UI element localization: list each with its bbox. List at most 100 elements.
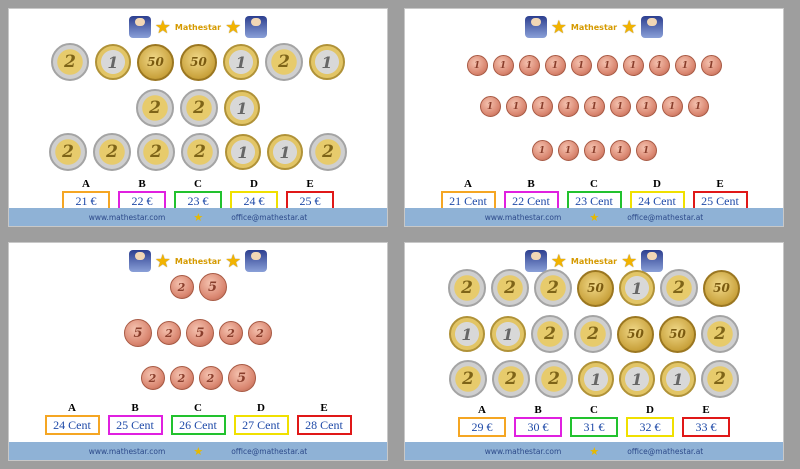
panel-footer: www.mathestar.com ★ office@mathestar.at [405, 208, 783, 226]
answer-option-d[interactable]: D 24 € [230, 178, 278, 211]
panel-header: ★ Mathestar ★ [405, 249, 783, 273]
one-cent-coin-icon: 1 [505, 96, 527, 117]
one-euro-coin-icon: 1 [224, 90, 260, 126]
two-euro-coin-icon: 2 [181, 133, 219, 171]
panel-footer: www.mathestar.com ★ office@mathestar.at [9, 442, 387, 460]
email-link[interactable]: office@mathestar.at [231, 446, 308, 456]
two-euro-coin-icon: 2 [701, 360, 739, 398]
one-cent-coin-icon: 1 [635, 96, 657, 117]
answer-option-d[interactable]: D 24 Cent [629, 178, 685, 211]
two-euro-coin-icon: 2 [309, 133, 347, 171]
fifty-cent-coin-icon: 50 [659, 315, 696, 353]
one-cent-coin-icon: 1 [661, 96, 683, 117]
one-cent-coin-icon: 1 [687, 96, 709, 117]
website-link[interactable]: www.mathestar.com [484, 446, 562, 456]
email-link[interactable]: office@mathestar.at [627, 212, 704, 222]
answer-option-a[interactable]: A 21 Cent [440, 178, 496, 211]
answer-option-d[interactable]: D 27 Cent [233, 402, 289, 435]
one-cent-coin-icon: 1 [635, 140, 657, 161]
mascot-icon [245, 16, 268, 38]
website-link[interactable]: www.mathestar.com [484, 212, 562, 222]
answer-option-d[interactable]: D 32 € [626, 404, 674, 437]
star-icon: ★ [225, 17, 242, 37]
star-icon: ★ [193, 445, 204, 458]
panel-footer: www.mathestar.com ★ office@mathestar.at [9, 208, 387, 226]
answer-value: 29 € [458, 417, 506, 437]
one-euro-coin-icon: 1 [95, 44, 131, 80]
coin-row: 2 1 50 50 1 2 1 [9, 43, 387, 81]
two-euro-coin-icon: 2 [492, 360, 530, 398]
two-euro-coin-icon: 2 [660, 269, 698, 307]
answer-option-b[interactable]: B 22 € [118, 178, 166, 211]
answer-option-e[interactable]: E 28 Cent [296, 402, 352, 435]
answer-letter: A [68, 402, 76, 414]
five-cent-coin-icon: 5 [186, 319, 214, 347]
answer-option-c[interactable]: C 23 € [174, 178, 222, 211]
five-cent-coin-icon: 5 [198, 273, 227, 301]
two-euro-coin-icon: 2 [449, 360, 487, 398]
two-cent-coin-icon: 2 [219, 321, 243, 345]
star-icon: ★ [589, 211, 600, 224]
answer-option-a[interactable]: A 24 Cent [44, 402, 100, 435]
answer-option-b[interactable]: B 22 Cent [503, 178, 559, 211]
one-cent-coin-icon: 1 [479, 96, 501, 117]
answer-option-a[interactable]: A 21 € [62, 178, 110, 211]
brand-name: Mathestar [174, 22, 222, 32]
answer-option-c[interactable]: C 26 Cent [170, 402, 226, 435]
brand-name: Mathestar [174, 256, 222, 266]
one-cent-coin-icon: 1 [531, 140, 553, 161]
answer-option-e[interactable]: E 25 Cent [692, 178, 748, 211]
mascot-icon [128, 16, 151, 38]
answer-option-b[interactable]: B 30 € [514, 404, 562, 437]
mascot-icon [524, 16, 547, 38]
one-cent-coin-icon: 1 [557, 96, 579, 117]
one-cent-coin-icon: 1 [674, 55, 696, 76]
two-euro-coin-icon: 2 [49, 133, 87, 171]
coin-row: 1 1 2 2 50 50 2 [405, 315, 783, 353]
mascot-icon [641, 16, 664, 38]
answer-option-c[interactable]: C 31 € [570, 404, 618, 437]
panel-header: ★ Mathestar ★ [9, 15, 387, 39]
answer-letter: D [646, 404, 654, 416]
answer-option-e[interactable]: E 25 € [286, 178, 334, 211]
two-euro-coin-icon: 2 [531, 315, 569, 353]
website-link[interactable]: www.mathestar.com [88, 446, 166, 456]
answer-option-c[interactable]: C 23 Cent [566, 178, 622, 211]
fifty-cent-coin-icon: 50 [617, 315, 654, 353]
answer-letter: B [527, 178, 535, 190]
answer-value: 25 Cent [107, 415, 163, 435]
email-link[interactable]: office@mathestar.at [627, 446, 704, 456]
website-link[interactable]: www.mathestar.com [88, 212, 166, 222]
answer-value: 23 Cent [566, 191, 622, 211]
star-icon: ★ [225, 251, 242, 271]
email-link[interactable]: office@mathestar.at [231, 212, 308, 222]
two-euro-coin-icon: 2 [574, 315, 612, 353]
two-cent-coin-icon: 2 [140, 366, 165, 390]
answer-value: 22 € [118, 191, 166, 211]
one-euro-coin-icon: 1 [309, 44, 345, 80]
two-euro-coin-icon: 2 [93, 133, 131, 171]
answer-value: 32 € [626, 417, 674, 437]
answer-option-a[interactable]: A 29 € [458, 404, 506, 437]
panel-header: ★ Mathestar ★ [405, 15, 783, 39]
one-cent-coin-icon: 1 [544, 55, 566, 76]
one-euro-coin-icon: 1 [619, 270, 655, 306]
answer-value: 21 Cent [440, 191, 496, 211]
answer-option-b[interactable]: B 25 Cent [107, 402, 163, 435]
mascot-icon [245, 250, 268, 272]
two-cent-coin-icon: 2 [169, 366, 194, 390]
two-euro-coin-icon: 2 [51, 43, 89, 81]
star-icon: ★ [550, 17, 567, 37]
one-euro-coin-icon: 1 [490, 316, 526, 352]
two-euro-coin-icon: 2 [448, 269, 486, 307]
one-cent-coin-icon: 1 [557, 140, 579, 161]
two-euro-coin-icon: 2 [491, 269, 529, 307]
one-cent-coin-icon: 1 [583, 140, 605, 161]
answer-option-e[interactable]: E 33 € [682, 404, 730, 437]
answer-letter: C [194, 178, 202, 190]
